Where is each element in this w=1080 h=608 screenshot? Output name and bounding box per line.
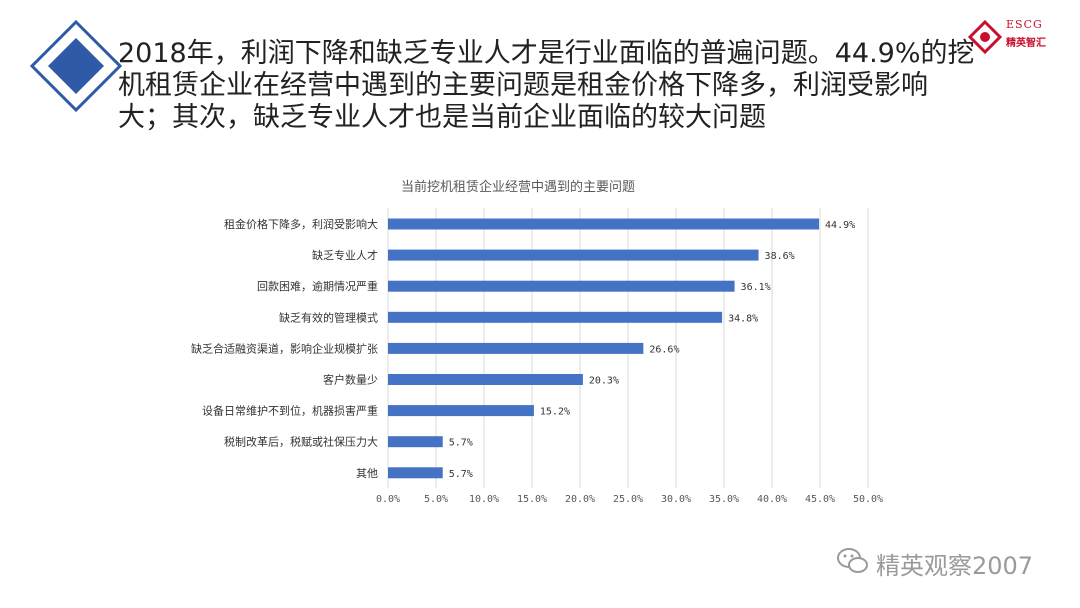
x-tick-label: 0.0% — [376, 494, 400, 505]
bar — [388, 374, 583, 385]
x-tick-label: 40.0% — [757, 494, 787, 505]
watermark-text: 精英观察2007 — [876, 552, 1034, 580]
category-label: 租金价格下降多，利润受影响大 — [224, 217, 378, 231]
logo-mark-icon — [968, 20, 1002, 54]
value-label: 34.8% — [728, 313, 758, 324]
category-label: 缺乏专业人才 — [312, 248, 378, 262]
x-tick-label: 25.0% — [613, 494, 643, 505]
x-tick-label: 45.0% — [805, 494, 835, 505]
value-label: 15.2% — [540, 407, 570, 418]
category-label: 设备日常维护不到位，机器损害严重 — [202, 404, 378, 418]
x-tick-label: 5.0% — [424, 494, 448, 505]
bars — [388, 218, 820, 479]
value-label: 20.3% — [589, 376, 619, 387]
bar — [388, 342, 644, 354]
category-label: 回款困难，逾期情况严重 — [257, 279, 378, 293]
x-tick-label: 15.0% — [517, 494, 547, 505]
bar — [388, 436, 443, 448]
wechat-icon — [837, 548, 868, 573]
x-tick-label: 10.0% — [469, 494, 499, 505]
chart-title: 当前挖机租赁企业经营中遇到的主要问题 — [401, 179, 635, 195]
wechat-watermark: 精英观察2007 — [836, 544, 1066, 580]
company-logo: ESCG 精英智汇 — [968, 18, 1068, 58]
logo-name: 精英智汇 — [1006, 38, 1046, 49]
category-labels: 租金价格下降多，利润受影响大缺乏专业人才回款困难，逾期情况严重缺乏有效的管理模式… — [191, 217, 378, 480]
x-tick-label: 30.0% — [661, 494, 691, 505]
value-label: 26.6% — [649, 344, 679, 355]
x-tick-label: 50.0% — [853, 494, 883, 505]
category-label: 缺乏有效的管理模式 — [279, 310, 378, 324]
bar — [388, 405, 534, 417]
value-label: 38.6% — [765, 251, 795, 262]
diamond-emblem-icon — [29, 19, 123, 113]
bar — [388, 280, 735, 292]
bar — [388, 218, 820, 230]
x-tick-label: 20.0% — [565, 494, 595, 505]
x-tick-label: 35.0% — [709, 494, 739, 505]
bar — [388, 249, 759, 261]
x-tick-labels: 0.0% 5.0% 10.0% 15.0% 20.0% 25.0% 30.0% 35.0% 40… — [376, 494, 883, 505]
category-label: 税制改革后，税赋或社保压力大 — [224, 435, 378, 449]
logo-brand: ESCG — [1006, 18, 1043, 31]
bar — [388, 311, 723, 323]
bar — [388, 467, 443, 479]
value-label: 44.9% — [825, 220, 855, 231]
category-label: 其他 — [356, 467, 378, 480]
page-headline: 2018年，利润下降和缺乏专业人才是行业面临的普遍问题。44.9%的挖机租赁企业… — [118, 38, 975, 133]
value-label: 36.1% — [741, 282, 771, 293]
value-labels: 44.9% 38.6% 36.1% 34.8% 26.6% 20.3% 15.2% 5.7% 5… — [449, 220, 855, 480]
value-label: 5.7% — [449, 469, 473, 480]
value-label: 5.7% — [449, 438, 473, 449]
category-label: 缺乏合适融资渠道，影响企业规模扩张 — [191, 341, 378, 355]
category-label: 客户数量少 — [323, 373, 378, 387]
